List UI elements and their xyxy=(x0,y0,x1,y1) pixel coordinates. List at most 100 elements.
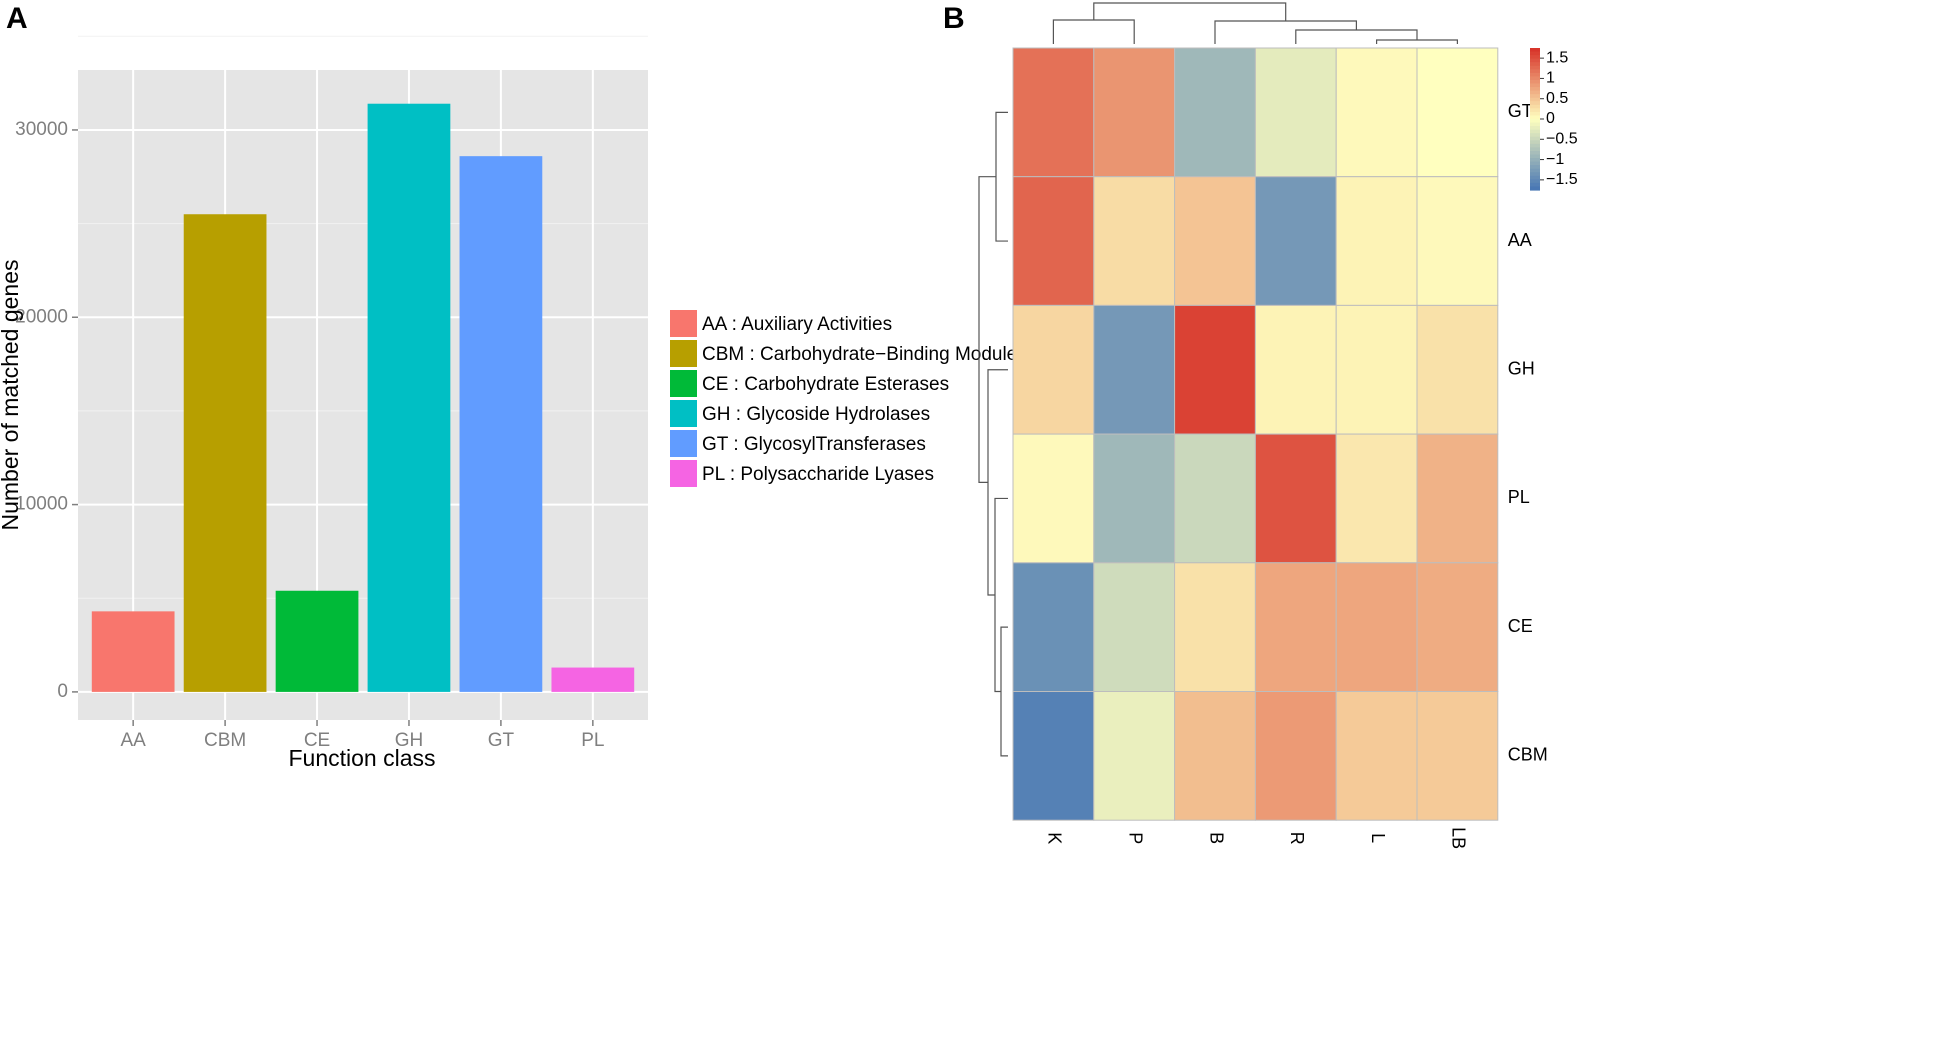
column-dendrogram-branch xyxy=(1376,39,1458,44)
legend-entry: PL : Polysaccharide Lyases xyxy=(702,464,934,485)
heatmap-cell-ce-p xyxy=(1093,562,1176,692)
color-scale-segment xyxy=(1530,129,1540,134)
color-scale-label: −1.5 xyxy=(1546,171,1578,188)
row-dendrogram-branch xyxy=(1000,626,1008,757)
color-scale-segment xyxy=(1530,90,1540,95)
color-scale-label: 0.5 xyxy=(1546,90,1568,107)
color-scale-segment xyxy=(1530,76,1540,81)
color-scale-segment xyxy=(1530,168,1540,173)
color-scale-segment xyxy=(1530,154,1540,159)
heatmap-cell-cbm-r xyxy=(1254,691,1337,821)
color-scale-segment xyxy=(1530,136,1540,141)
color-scale-segment xyxy=(1530,119,1540,124)
color-scale-segment xyxy=(1530,158,1540,163)
color-scale-label: −1 xyxy=(1546,151,1564,168)
column-dendrogram xyxy=(1052,2,1458,44)
color-scale-segment xyxy=(1530,108,1540,113)
heatmap-cell-ce-k xyxy=(1012,562,1095,692)
legend-key xyxy=(670,370,697,397)
color-scale-segment xyxy=(1530,94,1540,99)
color-scale-segment xyxy=(1530,143,1540,148)
color-scale-label: 0 xyxy=(1546,110,1555,127)
legend-entry: GT : GlycosylTransferases xyxy=(702,434,926,455)
heatmap-cell-gt-lb xyxy=(1416,47,1499,178)
y-tick-label: 20000 xyxy=(15,306,68,327)
heatmap-row-label: CBM xyxy=(1508,745,1548,765)
heatmap-cell-gt-b xyxy=(1174,47,1256,178)
row-dendrogram-branch xyxy=(995,111,1008,242)
heatmap-cell-gt-l xyxy=(1335,47,1418,178)
heatmap-cell-pl-l xyxy=(1335,433,1418,564)
minor-gridlines xyxy=(78,35,648,599)
color-scale-segment xyxy=(1530,72,1540,77)
heatmap-cell-aa-k xyxy=(1012,176,1095,306)
color-scale-label: −0.5 xyxy=(1546,131,1578,148)
row-dendrogram-branch xyxy=(978,176,996,483)
y-tick-label: 10000 xyxy=(15,494,68,515)
heatmap-cell-cbm-p xyxy=(1093,691,1176,821)
heatmap-col-label: LB xyxy=(1449,827,1469,849)
heatmap-col-label: R xyxy=(1287,832,1307,845)
color-scale-segment xyxy=(1530,122,1540,127)
panel-b-heatmap: B GT AA GH PL CE CBM K P B R L LB 1.5 1 0.5 0 −0.5 −1 −1… xyxy=(943,2,1578,849)
color-scale-segment xyxy=(1530,165,1540,170)
x-axis-title: Function class xyxy=(288,745,435,771)
color-scale-segment xyxy=(1530,97,1540,102)
heatmap-cell-aa-b xyxy=(1174,176,1256,306)
row-dendrogram xyxy=(978,111,1008,757)
x-tick-label: GH xyxy=(395,730,424,751)
color-scale-segment xyxy=(1530,51,1540,56)
heatmap-row-label: CE xyxy=(1508,616,1533,636)
heatmap-cell-gt-r xyxy=(1254,47,1337,178)
color-scale-segment xyxy=(1530,115,1540,120)
color-scale-segment xyxy=(1530,55,1540,60)
bar-cbm xyxy=(183,214,267,692)
legend: AA : Auxiliary Activities CBM : Carbohydr… xyxy=(670,310,1027,487)
legend-entry: CBM : Carbohydrate−Binding Modules xyxy=(702,344,1027,365)
panel-b-label: B xyxy=(943,2,965,35)
bar-gt xyxy=(459,156,543,692)
color-scale-segment xyxy=(1530,175,1540,180)
color-scale-segment xyxy=(1530,101,1540,106)
color-scale-label: 1 xyxy=(1546,70,1555,87)
heatmap-column-labels: K P B R L LB xyxy=(1045,827,1469,849)
column-dendrogram-branch xyxy=(1052,19,1135,44)
heatmap-cell-pl-p xyxy=(1093,433,1176,564)
color-scale-segment xyxy=(1530,179,1540,184)
heatmap-row-label: AA xyxy=(1508,230,1532,250)
heatmap-cell-gh-r xyxy=(1254,304,1337,435)
bar-ce xyxy=(275,590,359,692)
heatmap-cell-ce-b xyxy=(1174,562,1256,692)
y-axis-ticks: 0 10000 20000 30000 xyxy=(15,119,78,702)
color-scale-segment xyxy=(1530,126,1540,131)
heatmap-row-label: PL xyxy=(1508,487,1530,507)
color-scale-legend: 1.5 1 0.5 0 −0.5 −1 −1.5 xyxy=(1530,48,1578,191)
x-tick-label: GT xyxy=(488,730,515,751)
legend-entry: AA : Auxiliary Activities xyxy=(702,314,892,335)
legend-key xyxy=(670,400,697,427)
y-axis-title: Number of matched genes xyxy=(0,259,23,530)
heatmap-cell-gt-p xyxy=(1093,47,1176,178)
color-scale-segment xyxy=(1530,104,1540,109)
heatmap-col-label: L xyxy=(1368,833,1388,843)
color-scale-label: 1.5 xyxy=(1546,49,1568,66)
legend-key xyxy=(670,310,697,337)
bars xyxy=(91,103,635,692)
heatmap-cell-aa-l xyxy=(1335,176,1418,306)
heatmap-cell-ce-l xyxy=(1335,562,1418,692)
heatmap-cell-gh-b xyxy=(1174,304,1256,435)
color-scale-segment xyxy=(1530,186,1540,191)
legend-key xyxy=(670,460,697,487)
color-scale-segment xyxy=(1530,147,1540,152)
legend-entry: CE : Carbohydrate Esterases xyxy=(702,374,949,395)
heatmap-cells xyxy=(1012,47,1499,821)
heatmap-col-label: P xyxy=(1125,832,1145,844)
x-tick-label: PL xyxy=(581,730,604,751)
heatmap-cell-cbm-lb xyxy=(1416,691,1499,821)
heatmap-cell-pl-b xyxy=(1174,433,1256,564)
heatmap-cell-pl-k xyxy=(1012,433,1095,564)
color-scale-segment xyxy=(1530,65,1540,70)
color-scale-segment xyxy=(1530,182,1540,188)
heatmap-col-label: B xyxy=(1206,832,1226,844)
x-tick-label: CBM xyxy=(204,730,246,751)
